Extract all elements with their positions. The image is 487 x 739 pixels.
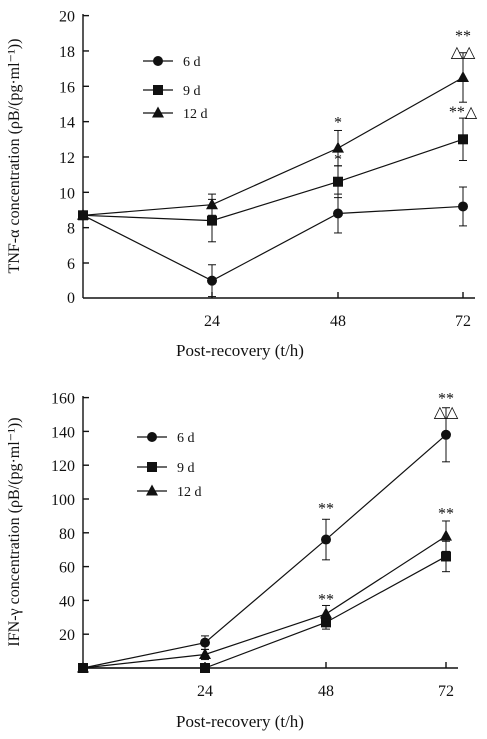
y-tick-label: 20: [59, 627, 75, 644]
y-axis-label: IFN-γ concentration (ρB/(pg·ml⁻¹)): [6, 417, 23, 646]
y-tick-label: 16: [59, 79, 75, 96]
data-point: [458, 201, 468, 212]
x-tick-label: 24: [197, 683, 213, 700]
significance-marker: **: [318, 592, 334, 609]
x-axis-label: Post-recovery (t/h): [176, 712, 304, 731]
y-axis-label: TNF-α concentration (ρB/(pg·ml⁻¹)): [6, 39, 23, 274]
legend-marker: [153, 56, 163, 66]
y-tick-label: 60: [59, 560, 75, 577]
significance-marker: **: [438, 391, 454, 408]
x-tick-label: 24: [204, 313, 220, 330]
data-point: [458, 134, 468, 145]
y-tick-label: 0: [67, 290, 75, 307]
data-point: [441, 551, 451, 562]
significance-marker: **: [318, 500, 334, 517]
significance-marker: △△: [434, 404, 459, 421]
series-line: [82, 76, 464, 216]
series-line: [82, 205, 464, 282]
y-tick-label: 12: [59, 150, 75, 167]
y-tick-label: 6: [67, 256, 75, 273]
y-tick-label: 40: [59, 593, 75, 610]
legend-label: 9 d: [177, 461, 195, 476]
legend-label: 12 d: [183, 107, 208, 122]
data-point: [333, 208, 343, 219]
y-tick-label: 14: [59, 115, 75, 132]
y-tick-label: 100: [51, 492, 75, 509]
legend-label: 12 d: [177, 485, 202, 500]
legend-marker: [152, 106, 164, 118]
data-point: [441, 429, 451, 440]
x-tick-label: 48: [318, 683, 334, 700]
x-tick-label: 72: [438, 683, 454, 700]
data-point: [457, 70, 469, 82]
legend-label: 9 d: [183, 84, 201, 99]
significance-marker: **: [438, 506, 454, 523]
legend-marker: [147, 462, 157, 472]
x-tick-label: 48: [330, 313, 346, 330]
series-line: [83, 555, 447, 669]
data-point: [77, 661, 89, 673]
significance-marker: **: [455, 28, 471, 45]
series-6-d: [78, 407, 451, 673]
significance-marker: *: [334, 115, 342, 132]
y-tick-label: 120: [51, 458, 75, 475]
y-tick-label: 80: [59, 526, 75, 543]
legend-label: 6 d: [177, 431, 195, 446]
x-axis-label: Post-recovery (t/h): [176, 341, 304, 360]
data-point: [200, 663, 210, 673]
legend: 6 d 9 d 12 d: [137, 431, 202, 500]
x-tick-label: 72: [455, 313, 471, 330]
series-line: [82, 434, 447, 669]
series-line: [82, 138, 464, 222]
legend-marker: [146, 484, 158, 496]
legend: 6 d 9 d 12 d: [143, 55, 208, 122]
data-point: [332, 141, 344, 153]
significance-marker: *: [334, 152, 342, 169]
data-point: [199, 647, 211, 659]
data-point: [77, 208, 89, 220]
series-line: [82, 535, 447, 669]
legend-marker: [147, 432, 157, 442]
legend-label: 6 d: [183, 55, 201, 70]
chart-panel-1: 0 6 8 10 12 14 16 18 20 24 48 72 Post-recovery (t/h)…: [6, 9, 478, 360]
significance-marker: **△: [449, 104, 478, 121]
series-9-d: [78, 117, 468, 243]
significance-marker: △△: [451, 44, 476, 61]
y-tick-label: 8: [67, 221, 75, 238]
data-point: [321, 534, 331, 545]
y-tick-label: 10: [59, 185, 75, 202]
chart-panel-2: 20 40 60 80 100 120 140 160 24 48 72 Post-recovery …: [6, 391, 459, 731]
data-point: [333, 176, 343, 187]
series-12-d: [77, 520, 452, 673]
series-12-d: [77, 52, 469, 220]
legend-marker: [153, 85, 163, 95]
data-point: [206, 198, 218, 210]
data-point: [207, 215, 217, 226]
series-9-d: [78, 540, 451, 673]
y-tick-label: 140: [51, 424, 75, 441]
y-tick-label: 20: [59, 9, 75, 26]
data-point: [440, 529, 452, 541]
data-point: [320, 607, 332, 619]
data-point: [200, 637, 210, 648]
y-tick-label: 18: [59, 44, 75, 61]
series-6-d: [78, 186, 468, 298]
y-tick-label: 160: [51, 391, 75, 408]
data-point: [207, 275, 217, 286]
